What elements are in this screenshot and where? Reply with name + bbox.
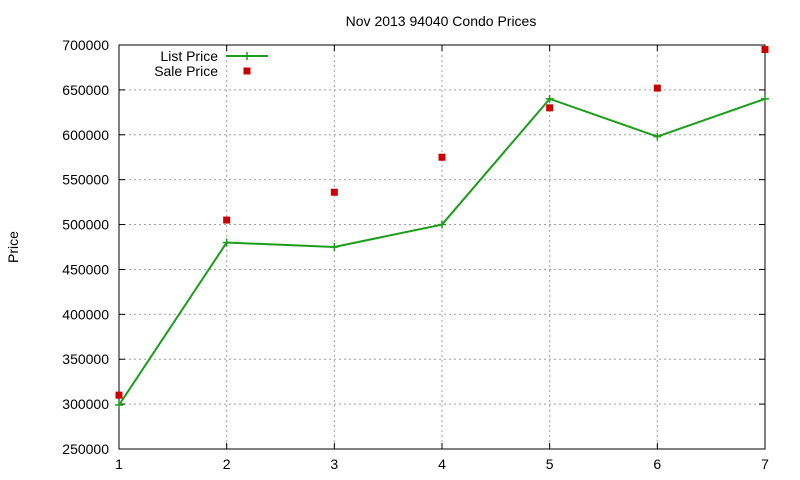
axis-ticks (118, 44, 766, 450)
y-tick-label: 300000 (62, 396, 109, 412)
data-point-list-price (330, 243, 339, 251)
legend-marker-list-price (243, 52, 251, 60)
x-tick-label: 6 (653, 456, 661, 472)
data-point-sale-price (653, 84, 661, 92)
x-tick-label: 5 (546, 456, 554, 472)
data-point-sale-price (546, 104, 554, 112)
data-point-sale-price (438, 153, 446, 161)
x-tick-label: 4 (438, 456, 446, 472)
y-tick-label: 350000 (62, 351, 109, 367)
y-tick-label: 500000 (62, 217, 109, 233)
data-point-list-price (545, 94, 554, 103)
y-tick-label: 250000 (62, 441, 109, 457)
legend-label-sale-price: Sale Price (154, 63, 218, 79)
y-tick-label: 600000 (62, 127, 109, 143)
y-tick-labels: 250000 300000 350000 400000 450000 500000 5500… (62, 37, 109, 457)
data-point-sale-price (223, 216, 231, 224)
x-tick-labels: 1 2 3 4 5 6 7 (115, 456, 769, 472)
y-tick-label: 450000 (62, 261, 109, 277)
data-point-list-price (222, 238, 231, 247)
data-point-list-price (438, 220, 446, 229)
y-tick-label: 400000 (62, 306, 109, 322)
grid (119, 45, 765, 449)
x-tick-label: 2 (223, 456, 231, 472)
y-axis-label: Price (5, 231, 21, 263)
legend-label-list-price: List Price (160, 48, 218, 64)
x-tick-label: 3 (330, 456, 338, 472)
data-point-sale-price (330, 188, 338, 196)
data-point-list-price (761, 94, 769, 103)
y-tick-label: 700000 (62, 37, 109, 53)
series (115, 45, 769, 410)
chart-title: Nov 2013 94040 Condo Prices (346, 13, 537, 29)
x-tick-label: 7 (761, 456, 769, 472)
y-tick-label: 650000 (62, 82, 109, 98)
legend-swatch-sale-price (243, 67, 251, 75)
data-point-sale-price (761, 45, 769, 53)
data-point-list-price (115, 401, 123, 410)
legend: List Price Sale Price (154, 48, 268, 79)
x-tick-label: 1 (115, 456, 123, 472)
data-point-list-price (653, 132, 662, 141)
y-tick-label: 550000 (62, 172, 109, 188)
data-point-sale-price (115, 391, 123, 399)
